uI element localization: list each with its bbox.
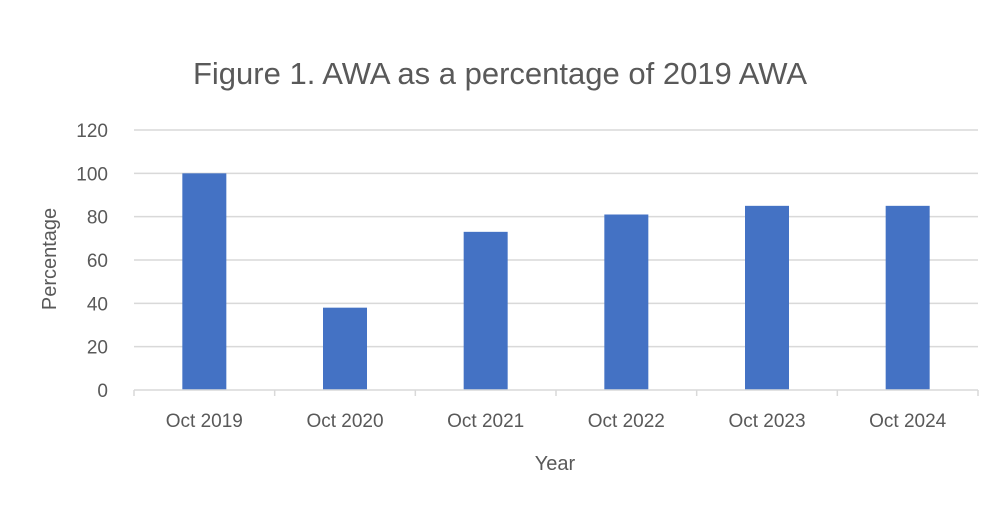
bar	[323, 307, 367, 390]
bars	[182, 173, 930, 390]
x-tick-label: Oct 2021	[447, 411, 524, 432]
bar	[885, 205, 930, 390]
bar	[604, 214, 649, 390]
y-tick-label: 120	[76, 121, 108, 142]
y-tick-label: 60	[87, 251, 108, 272]
y-tick-label: 80	[87, 208, 108, 229]
y-tick-label: 100	[76, 164, 108, 185]
x-axis	[133, 389, 979, 396]
x-axis-ticks: Oct 2019 Oct 2020 Oct 2021 Oct 2022 Oct 2023…	[166, 411, 947, 432]
x-tick-label: Oct 2022	[588, 411, 665, 432]
bar	[182, 173, 227, 390]
y-tick-label: 20	[87, 338, 108, 359]
y-tick-label: 40	[87, 294, 108, 315]
bar	[463, 231, 508, 390]
chart-title: Figure 1. AWA as a percentage of 2019 AW…	[193, 56, 807, 91]
x-axis-label: Year	[535, 453, 576, 475]
x-tick-label: Oct 2024	[869, 411, 947, 432]
gridlines	[134, 129, 978, 348]
x-tick-label: Oct 2023	[728, 411, 805, 432]
bar	[745, 205, 789, 390]
y-axis-ticks: 0 20 40 60 80 100 120	[76, 121, 108, 402]
x-tick-label: Oct 2020	[306, 411, 383, 432]
y-axis-label: Percentage	[39, 208, 61, 310]
y-tick-label: 0	[97, 381, 108, 402]
x-tick-label: Oct 2019	[166, 411, 243, 432]
